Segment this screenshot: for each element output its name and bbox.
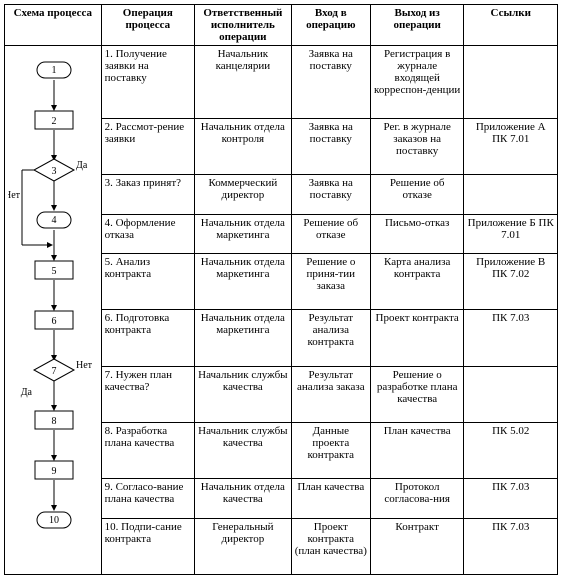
- cell-ref: [464, 174, 558, 214]
- cell-resp: Начальник отдела маркетинга: [195, 254, 292, 310]
- header-operation: Операция процесса: [101, 5, 195, 46]
- cell-resp: Начальник отдела качества: [195, 479, 292, 519]
- cell-in: Заявка на поставку: [291, 46, 370, 119]
- cell-out: Рег. в журнале заказов на поставку: [370, 118, 464, 174]
- cell-op: 9. Согласо-вание плана качества: [101, 479, 195, 519]
- cell-in: Заявка на поставку: [291, 174, 370, 214]
- svg-text:Да: Да: [76, 160, 88, 171]
- cell-ref: [464, 46, 558, 119]
- svg-text:6: 6: [51, 316, 56, 327]
- cell-ref: ПК 5.02: [464, 422, 558, 478]
- cell-ref: Приложение А ПК 7.01: [464, 118, 558, 174]
- cell-out: Карта анализа контракта: [370, 254, 464, 310]
- cell-out: Решение о разработке плана качества: [370, 366, 464, 422]
- cell-in: Заявка на поставку: [291, 118, 370, 174]
- cell-out: Контракт: [370, 518, 464, 574]
- cell-resp: Начальник службы качества: [195, 366, 292, 422]
- flowchart-cell: 1 2 3 4 5 6 7 8 9 10 Да Нет Нет Да: [5, 46, 102, 575]
- cell-in: Решение о приня-тии заказа: [291, 254, 370, 310]
- svg-text:8: 8: [51, 416, 56, 427]
- header-schema: Схема процесса: [5, 5, 102, 46]
- cell-resp: Генеральный директор: [195, 518, 292, 574]
- cell-op: 3. Заказ принят?: [101, 174, 195, 214]
- header-row: Схема процесса Операция процесса Ответст…: [5, 5, 558, 46]
- cell-op: 7. Нужен план качества?: [101, 366, 195, 422]
- svg-text:Нет: Нет: [8, 190, 21, 201]
- svg-text:1: 1: [51, 65, 56, 76]
- cell-in: Данные проекта контракта: [291, 422, 370, 478]
- cell-ref: ПК 7.03: [464, 479, 558, 519]
- process-table: Схема процесса Операция процесса Ответст…: [4, 4, 558, 575]
- table-row: 12345678910ДаНетНетДа1. Получение заявки…: [5, 46, 558, 119]
- cell-in: Решение об отказе: [291, 214, 370, 254]
- cell-ref: ПК 7.03: [464, 518, 558, 574]
- flowchart-svg: 1 2 3 4 5 6 7 8 9 10 Да Нет Нет Да: [8, 50, 98, 570]
- cell-ref: Приложение Б ПК 7.01: [464, 214, 558, 254]
- cell-out: Письмо-отказ: [370, 214, 464, 254]
- cell-op: 6. Подготовка контракта: [101, 310, 195, 366]
- cell-op: 4. Оформление отказа: [101, 214, 195, 254]
- cell-op: 8. Разработка плана качества: [101, 422, 195, 478]
- svg-text:4: 4: [51, 215, 56, 226]
- cell-resp: Начальник службы качества: [195, 422, 292, 478]
- cell-resp: Начальник отдела маркетинга: [195, 310, 292, 366]
- cell-out: Регистрация в журнале входящей корреспон…: [370, 46, 464, 119]
- header-output: Выход из операции: [370, 5, 464, 46]
- cell-resp: Начальник отдела контроля: [195, 118, 292, 174]
- header-input: Вход в операцию: [291, 5, 370, 46]
- cell-in: Результат анализа заказа: [291, 366, 370, 422]
- header-responsible: Ответственный исполнитель операции: [195, 5, 292, 46]
- svg-text:2: 2: [51, 116, 56, 127]
- cell-out: Протокол согласова-ния: [370, 479, 464, 519]
- header-refs: Ссылки: [464, 5, 558, 46]
- svg-text:7: 7: [51, 366, 56, 377]
- cell-out: Решение об отказе: [370, 174, 464, 214]
- cell-in: Проект контракта (план качества): [291, 518, 370, 574]
- svg-text:3: 3: [51, 166, 56, 177]
- cell-resp: Коммерческий директор: [195, 174, 292, 214]
- cell-ref: ПК 7.03: [464, 310, 558, 366]
- svg-text:9: 9: [51, 466, 56, 477]
- svg-text:Нет: Нет: [76, 360, 93, 371]
- cell-resp: Начальник канцелярии: [195, 46, 292, 119]
- cell-out: План качества: [370, 422, 464, 478]
- cell-resp: Начальник отдела маркетинга: [195, 214, 292, 254]
- cell-op: 1. Получение заявки на поставку: [101, 46, 195, 119]
- cell-in: Результат анализа контракта: [291, 310, 370, 366]
- cell-out: Проект контракта: [370, 310, 464, 366]
- cell-op: 10. Подпи-сание контракта: [101, 518, 195, 574]
- cell-ref: [464, 366, 558, 422]
- svg-text:10: 10: [49, 515, 59, 526]
- cell-in: План качества: [291, 479, 370, 519]
- cell-op: 5. Анализ контракта: [101, 254, 195, 310]
- svg-text:Да: Да: [21, 387, 33, 398]
- svg-text:5: 5: [51, 266, 56, 277]
- cell-op: 2. Рассмот-рение заявки: [101, 118, 195, 174]
- cell-ref: Приложение В ПК 7.02: [464, 254, 558, 310]
